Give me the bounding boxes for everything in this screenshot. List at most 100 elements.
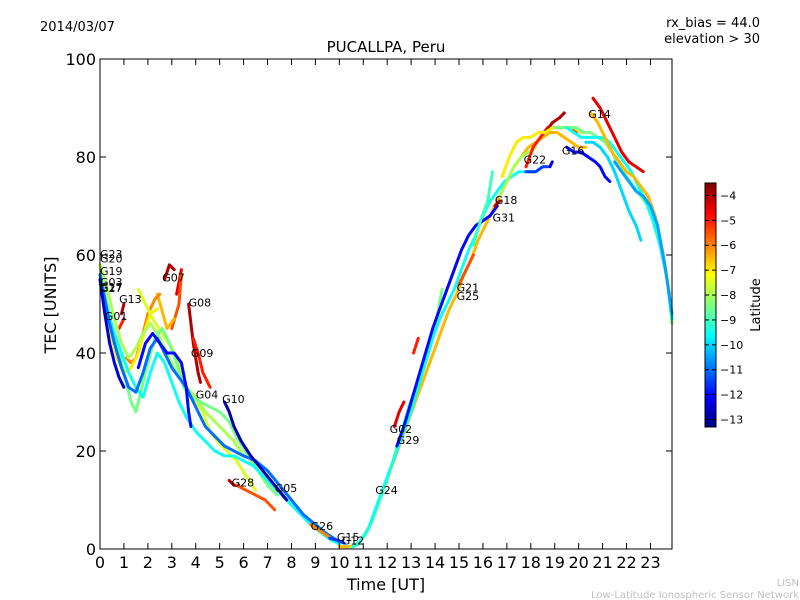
- series-trace: [136, 331, 193, 428]
- credit-network: Low-Latitude Ionospheric Sensor Network: [591, 590, 799, 600]
- satellite-label: G16: [562, 145, 585, 158]
- series-trace: [328, 536, 346, 545]
- x-tick-label: 21: [592, 553, 612, 572]
- satellite-label: G17: [100, 281, 123, 294]
- series-trace: [191, 336, 212, 389]
- x-tick-label: 8: [286, 553, 296, 572]
- satellite-label: G14: [588, 108, 611, 121]
- series-trace: [187, 302, 202, 384]
- x-tick-label: 20: [568, 553, 588, 572]
- series-trace: [498, 145, 538, 198]
- colorbar-tick-label: −8: [720, 289, 736, 302]
- x-tick-label: 1: [119, 553, 129, 572]
- chart-title: PUCALLPA, Peru: [327, 38, 446, 56]
- x-tick-label: 10: [329, 553, 349, 572]
- x-tick-label: 2: [143, 553, 153, 572]
- satellite-label: G27: [100, 282, 123, 295]
- date-label: 2014/03/07: [40, 20, 115, 35]
- x-tick-label: 19: [545, 553, 565, 572]
- x-tick-label: 9: [310, 553, 320, 572]
- satellite-label: G03: [100, 276, 123, 289]
- satellite-label: G08: [189, 297, 212, 310]
- x-tick-label: 22: [616, 553, 636, 572]
- x-tick-label: 23: [640, 553, 660, 572]
- satellite-label: G13: [119, 293, 142, 306]
- series-trace: [493, 199, 502, 208]
- series-trace: [565, 145, 612, 183]
- satellite-label: G20: [100, 252, 123, 265]
- series-trace: [120, 302, 126, 316]
- x-tick-label: 13: [401, 553, 421, 572]
- satellite-label: G01: [105, 310, 128, 323]
- satellite-label: G02: [390, 423, 413, 436]
- satellite-label: G21: [457, 281, 480, 294]
- satellite-label: G10: [222, 393, 245, 406]
- series-trace: [163, 263, 176, 281]
- series-trace: [98, 282, 341, 546]
- series-trace: [309, 523, 334, 541]
- satellite-label: G23: [100, 248, 123, 261]
- y-tick-label: 80: [76, 148, 96, 167]
- y-axis-label: TEC [UNITS]: [41, 257, 60, 355]
- rx-bias-label: rx_bias = 44.0: [666, 16, 760, 31]
- elevation-label: elevation > 30: [664, 32, 760, 47]
- series-trace: [392, 400, 406, 428]
- y-tick-label: 100: [65, 50, 96, 69]
- satellite-label: G18: [495, 194, 518, 207]
- x-tick-label: 12: [377, 553, 397, 572]
- satellite-label: G26: [311, 520, 334, 533]
- satellite-label: G04: [196, 389, 219, 402]
- satellite-label: G15: [337, 531, 360, 544]
- satellite-label: G24: [375, 484, 398, 497]
- colorbar-tick-label: −10: [720, 339, 743, 352]
- x-tick-label: 4: [191, 553, 201, 572]
- satellite-label: G07: [162, 272, 185, 285]
- series-trace: [524, 165, 549, 174]
- y-tick-label: 0: [86, 540, 96, 559]
- series-trace: [543, 111, 566, 134]
- x-tick-label: 6: [239, 553, 249, 572]
- satellite-label: G22: [524, 153, 547, 166]
- x-tick-label: 15: [449, 553, 469, 572]
- satellite-label: G29: [397, 434, 420, 447]
- y-tick-label: 20: [76, 442, 96, 461]
- series-trace: [98, 273, 341, 544]
- series-trace: [412, 336, 420, 355]
- series-trace: [471, 170, 494, 247]
- colorbar-tick-label: −11: [720, 364, 743, 377]
- x-axis: 0 1 2 3 4 5 6 7 8 9 10 11 12 13 14 15 16 17 18 19 20 21 22 23: [95, 59, 661, 572]
- x-tick-label: 3: [167, 553, 177, 572]
- colorbar-tick-label: −7: [720, 264, 736, 277]
- colorbar: [704, 182, 717, 428]
- series-trace: [584, 140, 643, 242]
- x-tick-label: 0: [95, 553, 105, 572]
- series-trace: [223, 400, 289, 502]
- series-trace: [155, 292, 176, 330]
- series-trace: [352, 170, 535, 548]
- satellite-label: G25: [457, 290, 480, 303]
- x-tick-label: 16: [473, 553, 493, 572]
- series-trace: [98, 278, 126, 389]
- x-tick-label: 11: [353, 553, 373, 572]
- series-trace: [234, 483, 277, 512]
- colorbar-tick-label: −4: [720, 189, 736, 202]
- colorbar-ticks: −4 −5 −6 −7 −8 −9 −10 −11 −12 −13: [705, 189, 743, 427]
- colorbar-tick-label: −5: [720, 214, 736, 227]
- colorbar-tick-label: −12: [720, 389, 743, 402]
- x-tick-label: 5: [215, 553, 225, 572]
- satellite-label: G19: [100, 265, 123, 278]
- satellite-label: G31: [493, 211, 516, 224]
- y-tick-label: 40: [76, 344, 96, 363]
- colorbar-tick-label: −13: [720, 414, 743, 427]
- y-tick-label: 60: [76, 246, 96, 265]
- series-trace: [98, 263, 246, 458]
- x-tick-label: 18: [521, 553, 541, 572]
- satellite-label: G05: [275, 482, 298, 495]
- colorbar-tick-label: −9: [720, 314, 736, 327]
- x-axis-label: Time [UT]: [346, 575, 425, 594]
- colorbar-tick-label: −6: [720, 239, 736, 252]
- series-trace: [136, 287, 258, 492]
- series-trace: [591, 96, 645, 174]
